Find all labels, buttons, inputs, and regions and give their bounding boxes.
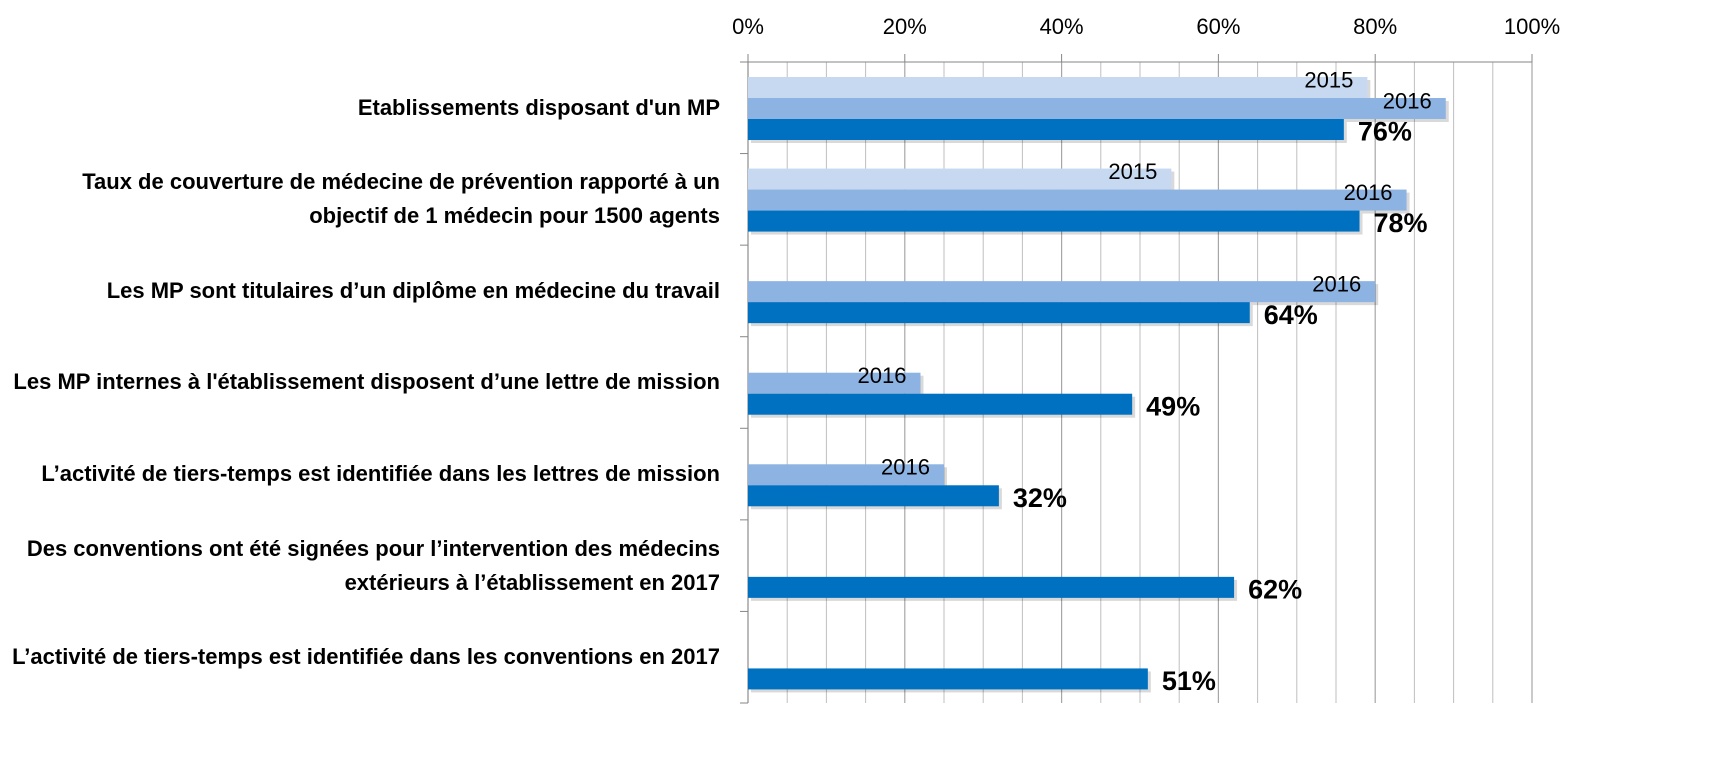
series-label: 2016 (1344, 180, 1393, 205)
value-label: 49% (1146, 391, 1200, 421)
bar (748, 210, 1360, 232)
series-label: 2016 (881, 455, 930, 480)
bar (748, 668, 1148, 690)
category-label: Les MP sont titulaires d’un diplôme en m… (106, 277, 720, 303)
series-label: 2015 (1108, 159, 1157, 184)
value-label: 32% (1013, 483, 1067, 513)
value-label: 76% (1358, 117, 1412, 147)
x-tick-label: 40% (1040, 14, 1084, 39)
series-label: 2016 (1312, 271, 1361, 296)
bar (748, 372, 921, 394)
x-tick-label: 20% (883, 14, 927, 39)
bar (748, 189, 1407, 211)
x-tick-label: 100% (1504, 14, 1560, 39)
bar (748, 281, 1376, 303)
bar (748, 485, 999, 507)
x-tick-label: 0% (732, 14, 764, 39)
bar (748, 168, 1172, 190)
bar (748, 77, 1368, 98)
series-label: 2016 (858, 363, 907, 388)
category-label: Taux de couverture de médecine de préven… (82, 169, 720, 229)
category-label: L’activité de tiers-temps est identifiée… (41, 461, 720, 487)
bar (748, 302, 1250, 324)
x-tick-label: 60% (1196, 14, 1240, 39)
bar (748, 576, 1235, 598)
value-label: 64% (1264, 300, 1318, 330)
category-label: Des conventions ont été signées pour l’i… (26, 535, 720, 595)
value-label: 78% (1374, 208, 1428, 238)
category-label: Les MP internes à l'établissement dispos… (13, 369, 720, 395)
x-tick-label: 80% (1353, 14, 1397, 39)
category-label: Etablissements disposant d'un MP (357, 94, 720, 120)
category-label: L’activité de tiers-temps est identifiée… (12, 644, 720, 670)
series-label: 2015 (1304, 67, 1353, 92)
value-label: 62% (1248, 574, 1302, 604)
bar (748, 393, 1133, 415)
bar (748, 464, 944, 486)
bar (748, 98, 1446, 119)
series-label: 2016 (1383, 88, 1432, 113)
bar (748, 119, 1344, 140)
value-label: 51% (1162, 666, 1216, 696)
